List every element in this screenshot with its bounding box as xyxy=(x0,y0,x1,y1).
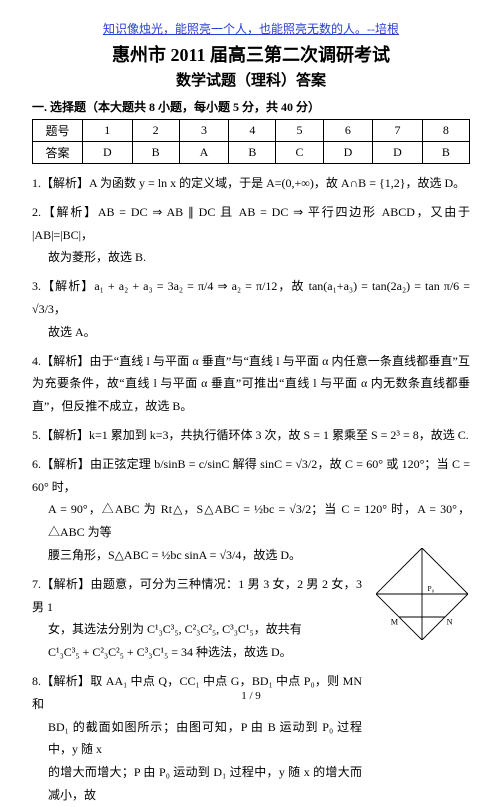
page-number: 1 / 9 xyxy=(0,690,502,702)
solution-1: 1.【解析】A 为函数 y = ln x 的定义域，于是 A=(0,+∞)，故 … xyxy=(32,172,470,195)
cell: 6 xyxy=(323,120,373,142)
solution-2: 2.【解析】AB = DC ⇒ AB ∥ DC 且 AB = DC ⇒ 平行四边… xyxy=(32,201,470,269)
svg-text:M: M xyxy=(391,617,399,626)
cell: B xyxy=(229,142,276,164)
cell: D xyxy=(83,142,133,164)
cell: 题号 xyxy=(33,120,83,142)
cell: 8 xyxy=(422,120,469,142)
page-subtitle: 数学试题（理科）答案 xyxy=(32,69,470,90)
cell: 答案 xyxy=(33,142,83,164)
cell: 7 xyxy=(373,120,423,142)
cell: 5 xyxy=(276,120,323,142)
cell: B xyxy=(132,142,179,164)
svg-text:N: N xyxy=(447,617,453,626)
header-quote: 知识像烛光，能照亮一个人，也能照亮无数的人。--培根 xyxy=(32,20,470,37)
solution-7: 7.【解析】由题意，可分为三种情况：1 男 3 女，2 男 2 女，3 男 1 … xyxy=(32,573,362,664)
cell: 3 xyxy=(179,120,229,142)
cell: 4 xyxy=(229,120,276,142)
cell: 1 xyxy=(83,120,133,142)
solution-4: 4.【解析】由于“直线 l 与平面 α 垂直”与“直线 l 与平面 α 内任意一… xyxy=(32,350,470,418)
solution-3: 3.【解析】a₁ + a₂ + a₃ = 3a₂ = π/4 ⇒ a₂ = π/… xyxy=(32,275,470,343)
cell: A xyxy=(179,142,229,164)
diagram-rhombus: D₁ Q G P₀ M N B xyxy=(376,548,468,640)
solution-5: 5.【解析】k=1 累加到 k=3，共执行循环体 3 次，故 S = 1 累乘至… xyxy=(32,424,470,447)
answer-table: 题号 1 2 3 4 5 6 7 8 答案 D B A B C D D B xyxy=(32,119,470,164)
cell: 2 xyxy=(132,120,179,142)
cell: B xyxy=(422,142,469,164)
cell: D xyxy=(373,142,423,164)
cell: C xyxy=(276,142,323,164)
page-title: 惠州市 2011 届高三第二次调研考试 xyxy=(32,41,470,67)
cell: D xyxy=(323,142,373,164)
svg-text:P₀: P₀ xyxy=(428,584,435,593)
section-heading: 一. 选择题（本大题共 8 小题，每小题 5 分，共 40 分） xyxy=(32,98,470,115)
